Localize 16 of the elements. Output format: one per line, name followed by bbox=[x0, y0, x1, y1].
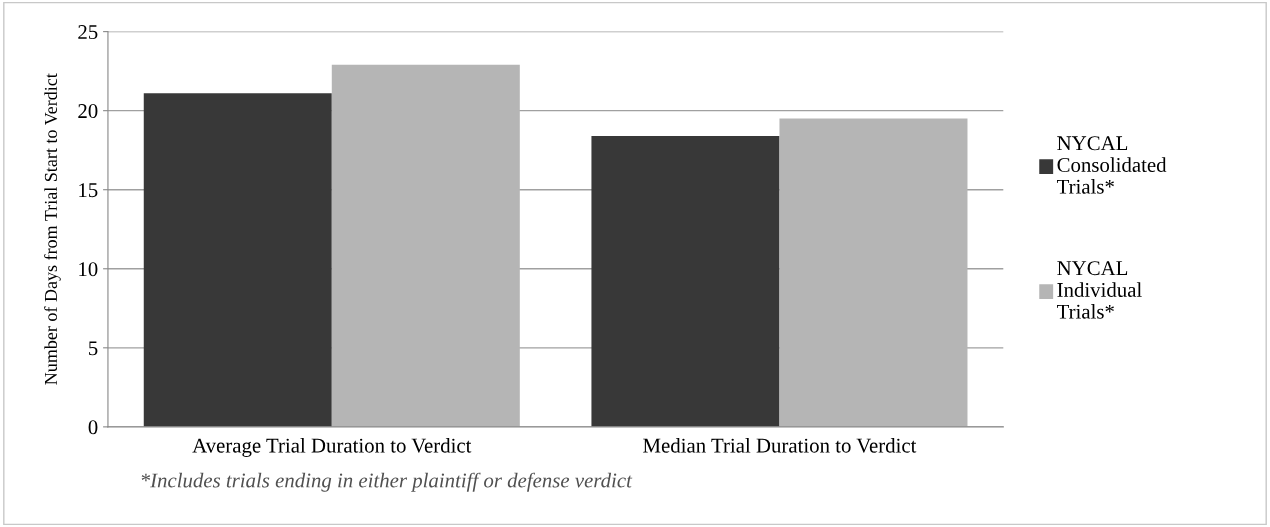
legend-label: NYCAL Consolidated Trials* bbox=[1057, 136, 1167, 194]
y-axis-title: Number of Days from Trial Start to Verdict bbox=[44, 73, 61, 385]
y-tick-label: 25 bbox=[78, 25, 98, 40]
y-tick-label: 10 bbox=[79, 262, 98, 277]
bar bbox=[143, 93, 332, 427]
bar bbox=[591, 135, 780, 427]
x-tick-label: Median Trial Duration to Verdict bbox=[643, 437, 917, 453]
x-tick-label: Average Trial Duration to Verdict bbox=[192, 437, 472, 457]
y-tick-label: 0 bbox=[88, 420, 98, 435]
y-tick-label: 15 bbox=[79, 183, 98, 198]
bar bbox=[779, 118, 968, 427]
y-tick-label: 20 bbox=[78, 104, 98, 119]
legend-label: NYCAL Individual Trials* bbox=[1057, 261, 1142, 319]
y-tick-label: 5 bbox=[89, 341, 98, 356]
bar bbox=[331, 64, 520, 427]
text: *Includes trials ending in either plaintiff or defense verdict bbox=[141, 472, 633, 492]
